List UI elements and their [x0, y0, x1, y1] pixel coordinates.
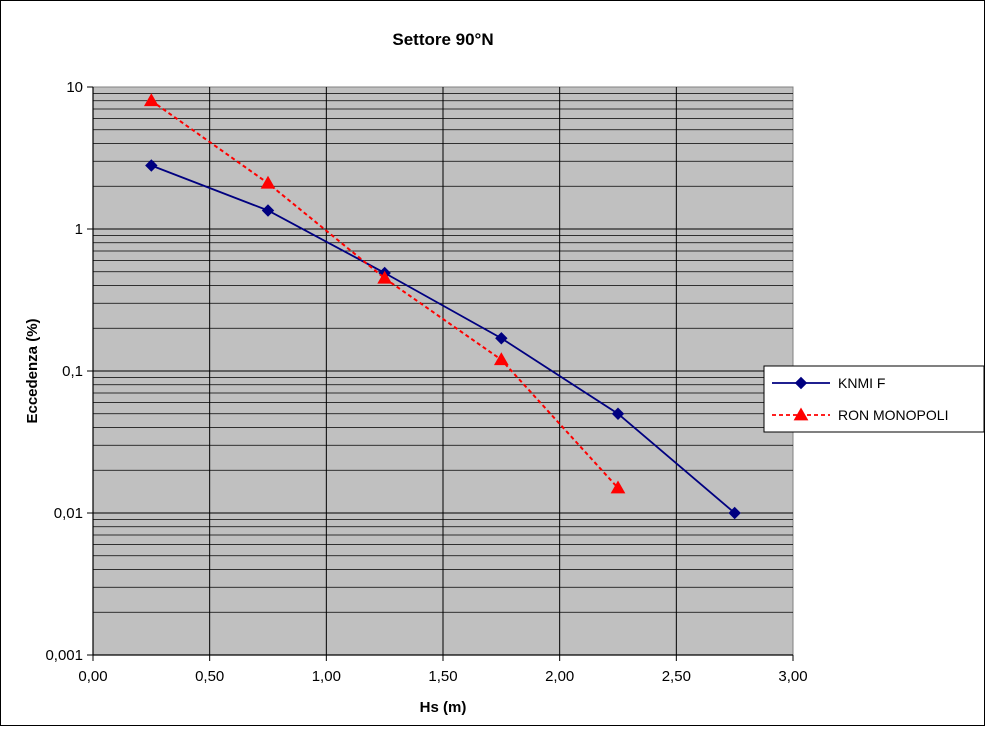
y-tick-label: 0,01 [54, 505, 83, 522]
y-tick-label: 10 [66, 79, 83, 96]
x-tick-label: 3,00 [778, 668, 807, 685]
x-tick-label: 0,50 [195, 668, 224, 685]
legend-box [763, 365, 985, 433]
data-point [611, 407, 625, 420]
legend: KNMI F RON MONOPOLI [763, 365, 985, 433]
x-axis-title: Hs (m) [420, 699, 467, 716]
data-point [260, 175, 276, 189]
data-point [728, 506, 741, 520]
grid [93, 87, 793, 656]
series-knmi-f [145, 159, 741, 520]
legend-entry: RON MONOPOLI [838, 407, 948, 423]
x-tick-label: 0,00 [78, 668, 107, 685]
data-point [145, 159, 158, 172]
axes: 0,00 0,50 1,00 1,50 2,00 2,50 3,00 0,001 0,01 0,1… [45, 79, 807, 685]
y-tick-label: 0,1 [62, 363, 83, 380]
x-tick-label: 1,00 [312, 668, 341, 685]
legend-swatch-marker [794, 376, 808, 390]
series-ron-monopoli [143, 93, 626, 494]
y-tick-label: 1 [75, 221, 83, 238]
series-layer [143, 93, 741, 520]
data-point [143, 93, 159, 107]
data-point [493, 352, 509, 366]
x-tick-label: 2,00 [545, 668, 574, 685]
data-point [377, 270, 393, 284]
series-line [150, 99, 619, 489]
data-point [261, 204, 275, 217]
legend-swatch-marker [793, 407, 809, 421]
x-tick-label: 2,50 [662, 668, 691, 685]
data-point [495, 332, 508, 345]
y-axis-title: Eccedenza (%) [24, 318, 41, 423]
x-tick-label: 1,50 [428, 668, 457, 685]
legend-entry: KNMI F [838, 375, 885, 391]
y-tick-label: 0,001 [45, 647, 83, 664]
data-point [610, 480, 626, 494]
series-line [151, 164, 736, 514]
chart-title: Settore 90°N [392, 30, 493, 49]
